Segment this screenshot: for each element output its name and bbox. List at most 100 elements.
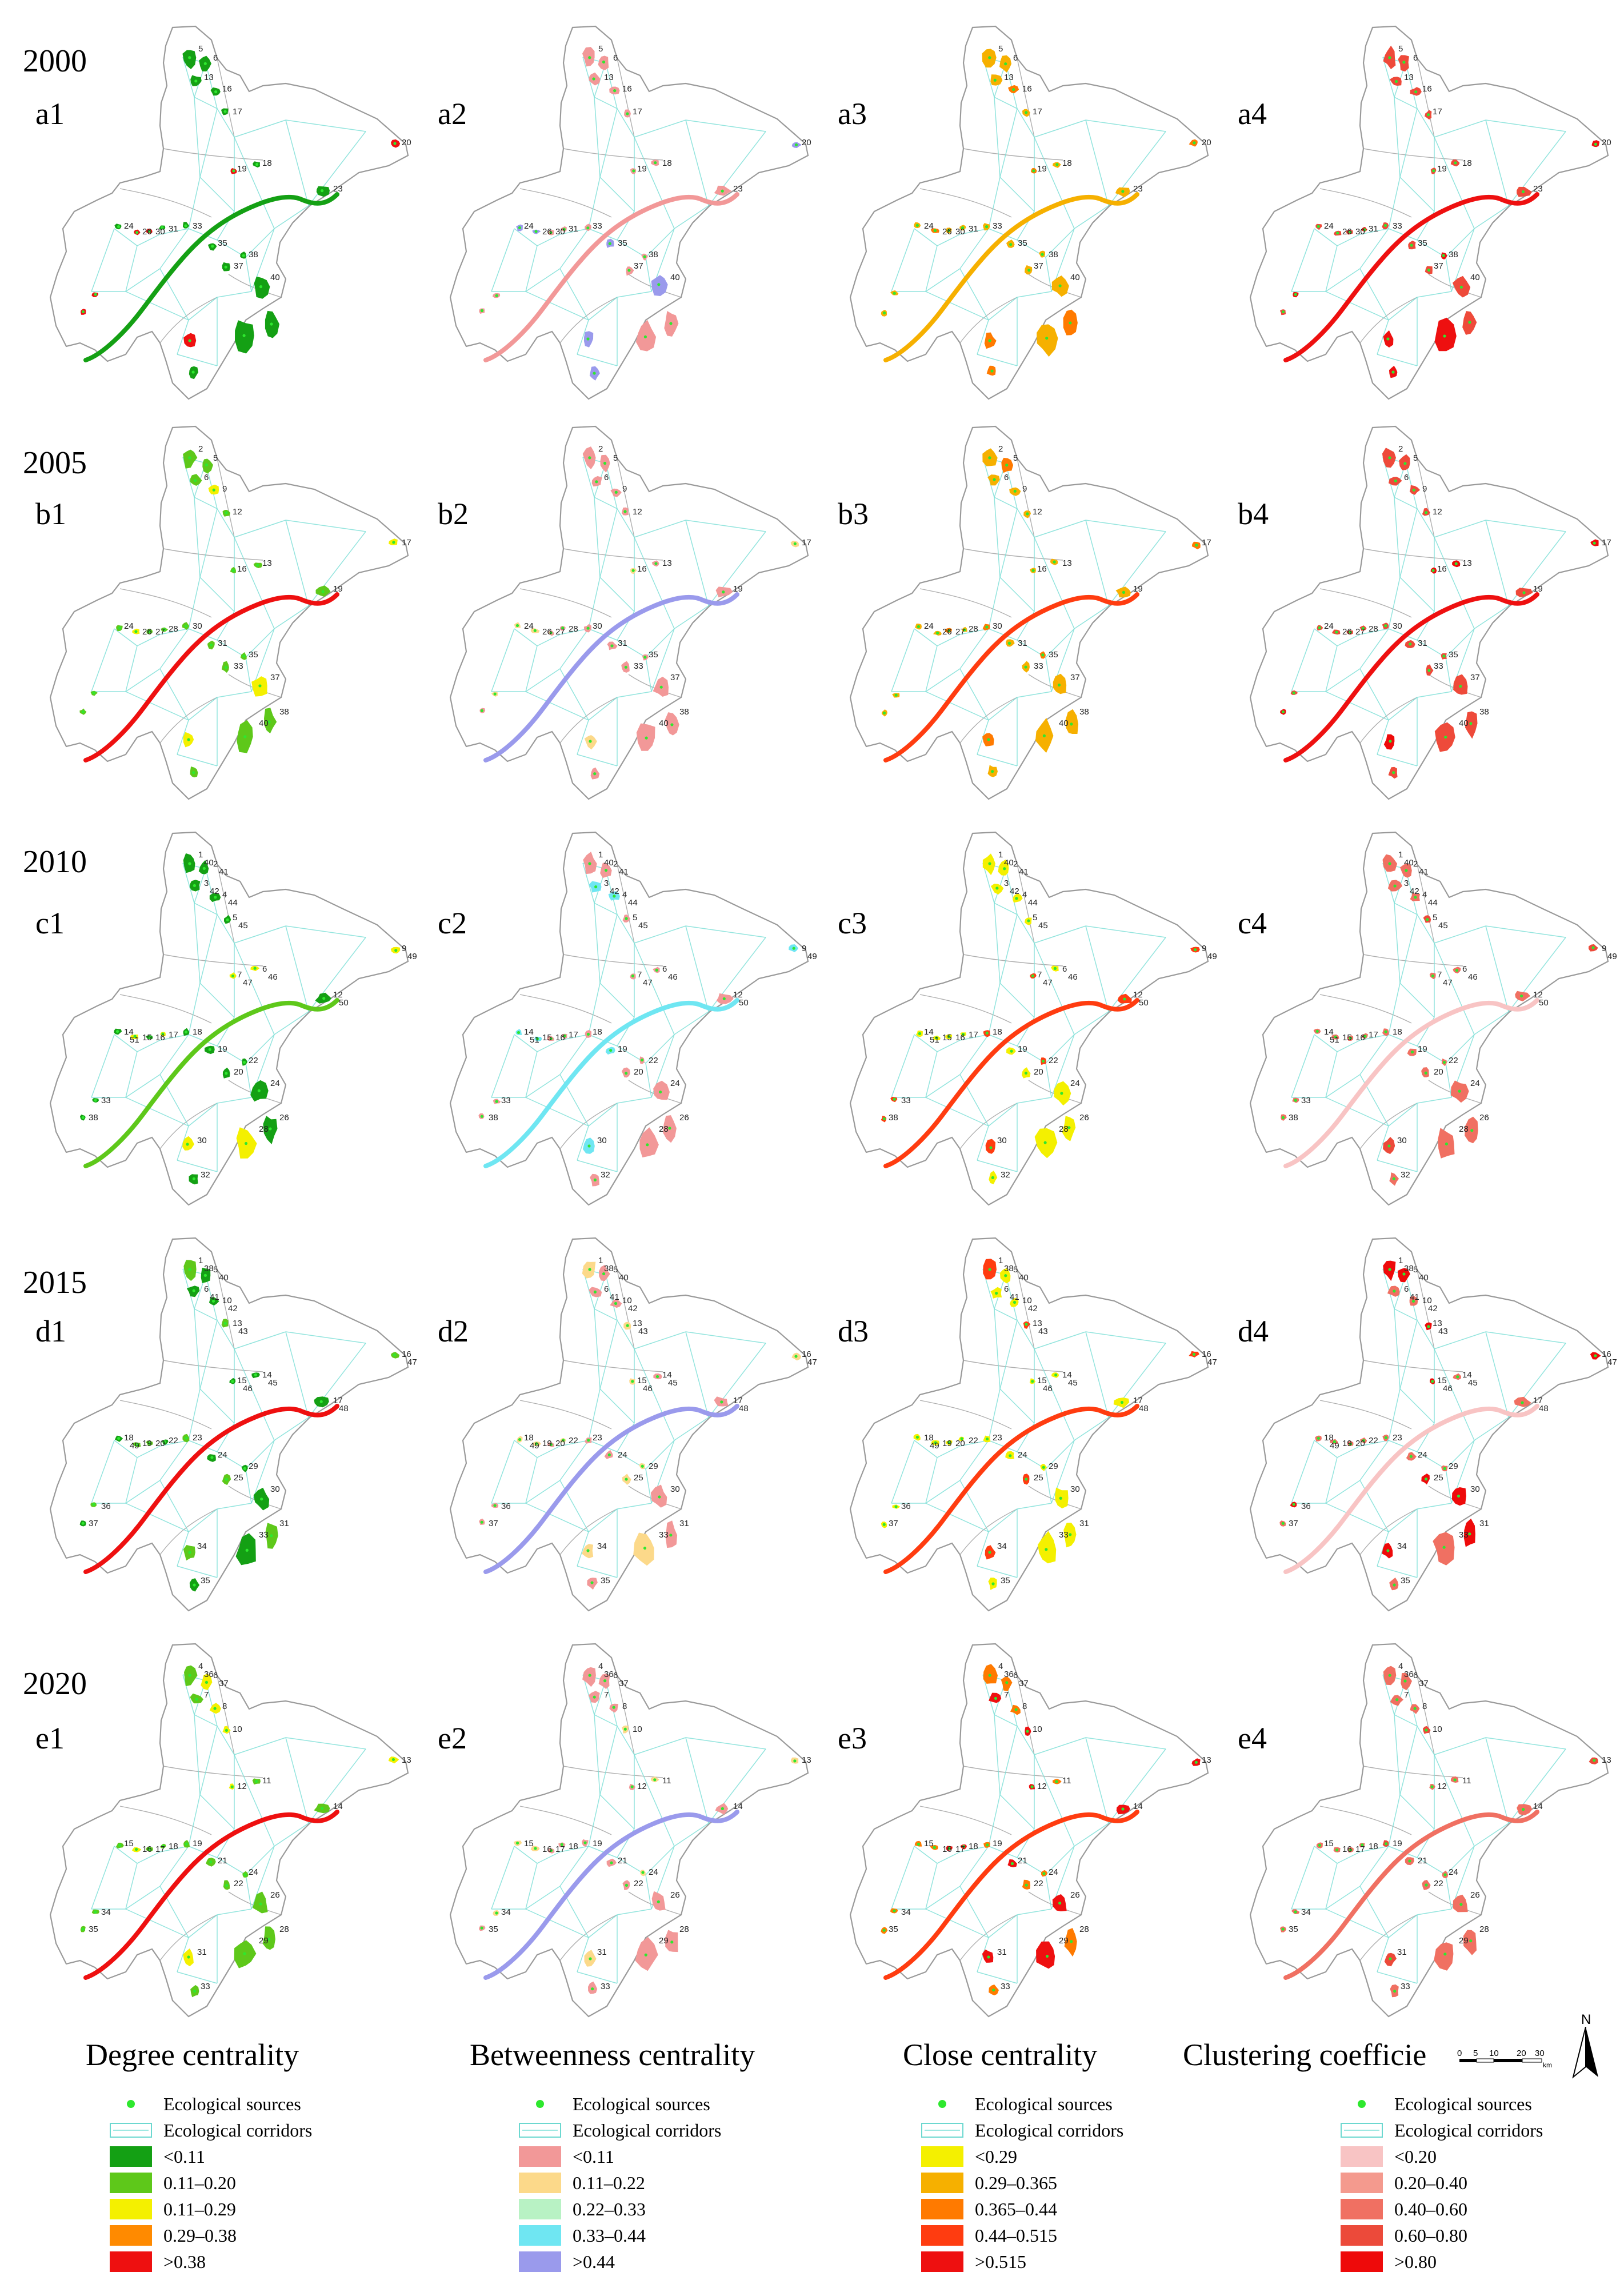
ecological-corridor: [217, 914, 235, 944]
ecological-corridor: [177, 354, 218, 366]
source-number: 34: [597, 1542, 607, 1551]
source-number: 41: [1010, 1292, 1019, 1302]
source-number: 6: [604, 473, 609, 482]
ecological-corridor: [1051, 1440, 1075, 1504]
source-number: 26: [1479, 1113, 1489, 1123]
ecological-corridor: [182, 57, 195, 98]
legend-swatch: [1341, 2199, 1383, 2219]
source-dot: [1003, 867, 1006, 871]
source-patch: [983, 1664, 998, 1684]
source-number: 9: [1602, 944, 1606, 953]
source-number: 6: [613, 53, 618, 63]
region-boundary: [49, 1237, 409, 1612]
source-dot: [231, 569, 235, 572]
source-dot: [991, 770, 994, 773]
ecological-corridor: [525, 291, 589, 321]
source-number: 9: [1422, 484, 1427, 494]
source-number: 15: [637, 1376, 647, 1385]
ecological-corridor: [1417, 108, 1435, 138]
ecological-corridor: [1388, 1508, 1418, 1532]
source-dot: [186, 1143, 189, 1146]
ecological-corridor: [634, 119, 686, 138]
source-dot: [1053, 560, 1056, 564]
source-dot: [586, 226, 590, 230]
source-dot: [225, 1884, 229, 1887]
source-number: 2: [598, 444, 603, 454]
source-number: 22: [249, 1056, 258, 1065]
source-dot: [191, 370, 195, 374]
ecological-corridor: [1017, 691, 1052, 698]
source-dot: [230, 1785, 234, 1788]
district-boundary: [919, 58, 1082, 344]
ecological-corridor: [1045, 657, 1052, 692]
ecological-corridor: [559, 1440, 589, 1447]
source-dot: [1042, 1872, 1046, 1875]
source-number: 7: [1004, 1690, 1009, 1700]
ecological-corridor: [634, 925, 686, 944]
source-patch: [1453, 674, 1468, 695]
source-dot: [1281, 1116, 1285, 1119]
source-number: 38: [1079, 707, 1089, 717]
source-number: 46: [643, 1384, 653, 1393]
source-dot: [92, 1503, 95, 1506]
source-number: 14: [524, 1027, 534, 1037]
source-dot: [610, 644, 614, 648]
ecological-corridor: [1085, 1331, 1109, 1418]
ecological-corridor: [1314, 1440, 1338, 1458]
source-number: 49: [930, 1441, 939, 1451]
source-number: 5: [1433, 913, 1437, 923]
ecological-corridor: [1399, 177, 1435, 212]
ecological-corridor: [1377, 1125, 1389, 1161]
source-number: 28: [259, 1124, 269, 1134]
ecological-corridor: [1359, 228, 1389, 269]
ecological-corridor: [91, 628, 115, 692]
source-dot: [1521, 1401, 1524, 1404]
source-number: 13: [633, 1319, 642, 1328]
source-dot: [593, 1290, 597, 1294]
source-number: 37: [670, 673, 680, 682]
ecological-corridor: [988, 697, 1018, 721]
ecological-corridor: [1394, 1308, 1401, 1389]
source-number: 14: [1062, 1370, 1072, 1380]
source-dot: [480, 1926, 483, 1930]
source-dot: [614, 1301, 618, 1305]
ecological-corridor: [1074, 1011, 1109, 1035]
ecological-corridor: [1291, 1034, 1315, 1098]
source-dot: [255, 1780, 258, 1783]
source-number: 41: [619, 867, 629, 877]
source-dot: [1004, 62, 1007, 66]
source-number: 33: [901, 1096, 911, 1105]
ecological-corridor: [217, 1503, 252, 1510]
source-number: 24: [249, 1867, 258, 1877]
source-dot: [1058, 284, 1062, 288]
source-dot: [1393, 1289, 1396, 1293]
ecological-corridor: [588, 577, 601, 629]
source-number: 41: [219, 867, 229, 877]
source-dot: [593, 372, 596, 375]
ecological-corridor: [1417, 1451, 1446, 1470]
source-dot: [917, 1842, 921, 1846]
ecological-corridor: [605, 462, 618, 509]
source-dot: [993, 78, 997, 82]
source-number: 10: [1022, 1296, 1032, 1305]
source-number: 28: [569, 624, 578, 634]
region-boundary: [49, 1643, 409, 2018]
ecological-corridor: [1382, 1674, 1395, 1715]
source-dot: [987, 1955, 990, 1959]
source-number: 18: [1062, 158, 1072, 168]
source-number: 33: [634, 661, 643, 671]
source-dot: [549, 231, 553, 234]
ecological-corridor: [1485, 520, 1509, 606]
source-number: 15: [924, 1839, 934, 1848]
ecological-corridor: [137, 634, 161, 646]
ecological-corridor: [159, 1440, 189, 1447]
ecological-corridor: [1045, 1440, 1075, 1470]
ecological-corridor: [1085, 119, 1166, 132]
ecological-corridor: [525, 645, 538, 692]
source-number: 24: [124, 621, 134, 631]
source-dot: [188, 862, 191, 865]
ecological-corridor: [937, 1851, 961, 1864]
source-number: 24: [1018, 1450, 1027, 1460]
ecological-corridor: [125, 1097, 189, 1127]
source-number: 20: [402, 138, 411, 147]
